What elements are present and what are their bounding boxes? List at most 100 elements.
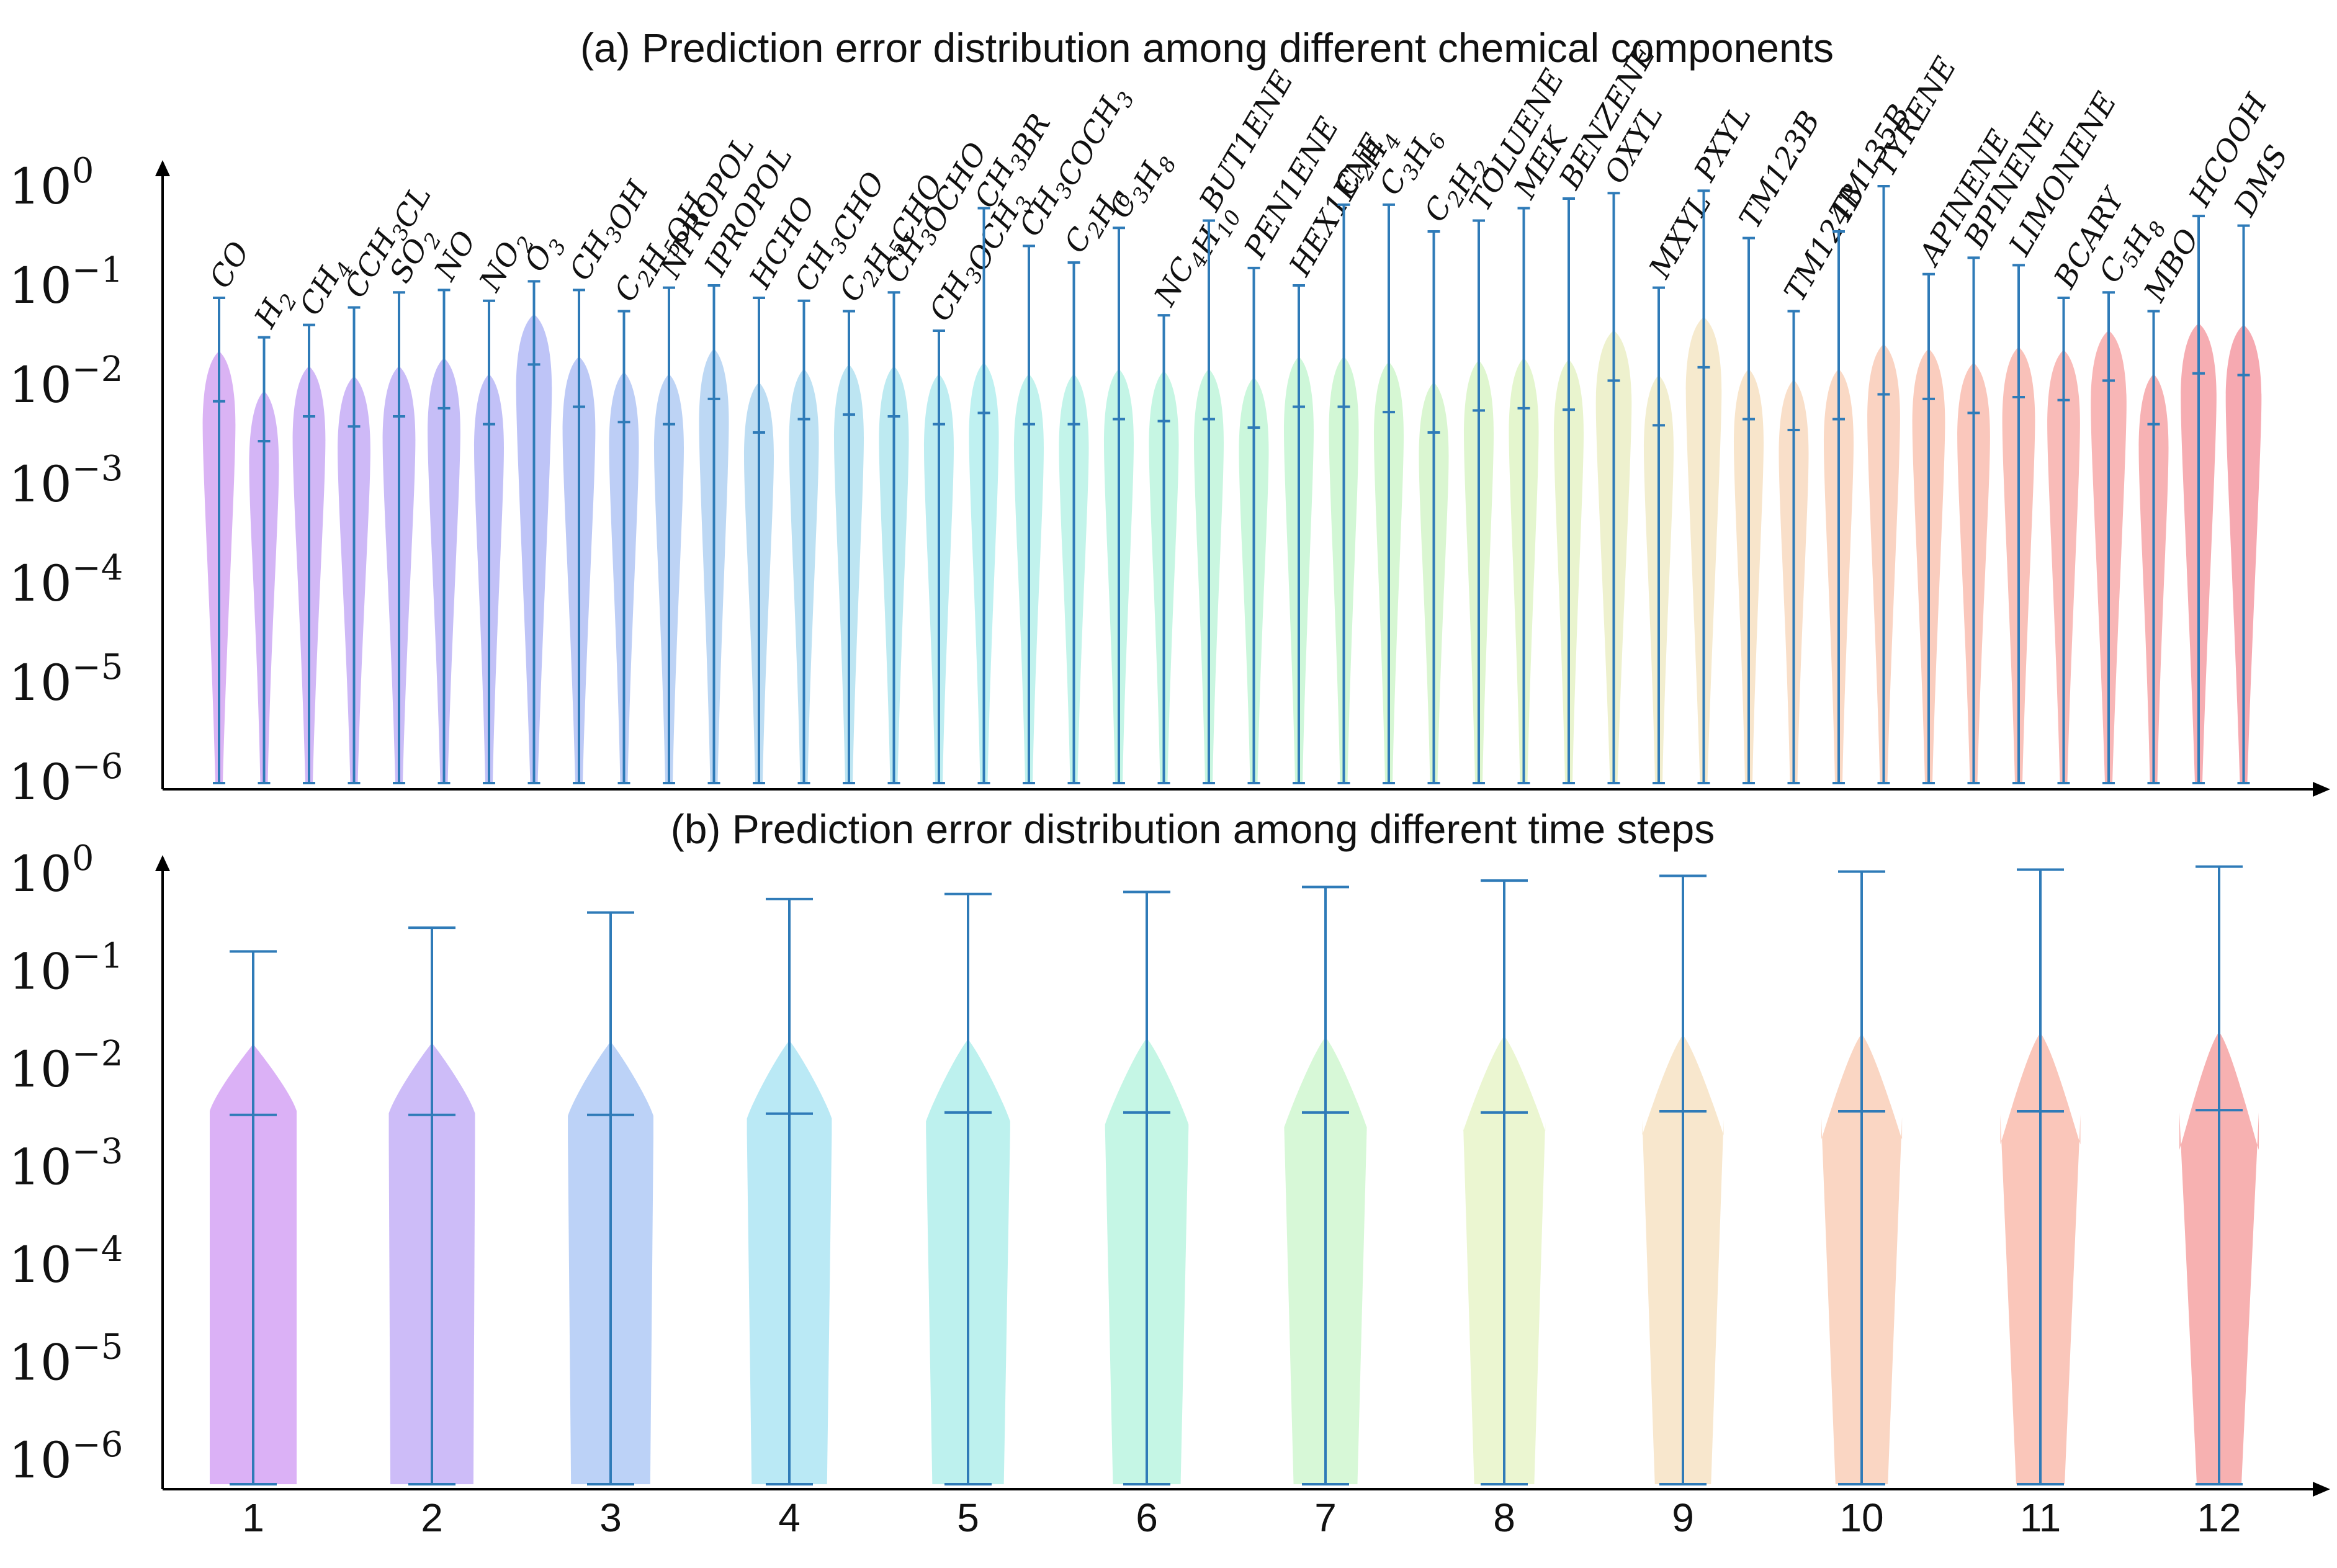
violin <box>1957 256 1990 784</box>
chart-a-ytick-label: 10−1 <box>9 250 123 315</box>
violin <box>789 299 819 784</box>
violin <box>1779 310 1809 784</box>
violin <box>1194 219 1224 784</box>
violin <box>2181 215 2217 784</box>
violin <box>382 291 416 784</box>
violin <box>1149 314 1179 784</box>
violin <box>926 892 1010 1485</box>
chart-b-ytick-label: 100 <box>9 838 94 903</box>
chart-a-title: (a) Prediction error distribution among … <box>580 25 1834 71</box>
timestep-label: 5 <box>957 1495 979 1540</box>
component-label-part: PXYL <box>1687 100 1758 187</box>
violin <box>1463 879 1546 1485</box>
chart-a-ytick-label: 10−6 <box>9 746 123 811</box>
chart-a-ytick-base: 10 <box>9 455 72 513</box>
chart-b-ytick-base: 10 <box>9 1139 72 1196</box>
violin <box>210 950 297 1485</box>
violin <box>338 306 370 784</box>
chart-a-ytick-exp: −1 <box>72 250 123 290</box>
chart-a-ytick-exp: 0 <box>72 151 94 191</box>
chart-b-ytick-base: 10 <box>9 1236 72 1294</box>
violin <box>1642 874 1724 1485</box>
chart-a-ytick-exp: −3 <box>72 449 123 489</box>
chart-a-ytick-label: 10−5 <box>9 647 123 712</box>
component-label-part: CO <box>203 236 257 294</box>
chart-a-ytick-base: 10 <box>9 753 72 811</box>
chart-b-ytick-label: 10−5 <box>9 1327 123 1392</box>
violin <box>2138 310 2169 784</box>
violin <box>834 310 864 784</box>
violin <box>1554 197 1584 784</box>
violin <box>1239 266 1269 784</box>
violin <box>1734 236 1764 784</box>
violin <box>1419 230 1449 784</box>
violin <box>1374 203 1404 784</box>
violin <box>1685 189 1722 784</box>
chart-b-ytick-label: 10−6 <box>9 1425 123 1489</box>
timestep-label: 3 <box>599 1495 622 1540</box>
chart-a-plot: 10010−110−210−310−410−510−6COH2CH4CCH3CL… <box>9 39 2330 811</box>
violin <box>654 286 684 784</box>
chart-b-ytick-label: 10−1 <box>9 936 123 1001</box>
violin <box>2091 291 2127 784</box>
timestep-label: 9 <box>1672 1495 1694 1540</box>
chart-a-ytick-label: 10−4 <box>9 548 123 612</box>
violin <box>1284 284 1314 784</box>
chart-b-ytick-exp: −1 <box>72 936 123 977</box>
chart-b-ytick-base: 10 <box>9 1041 72 1098</box>
timestep-label: 11 <box>2020 1495 2061 1540</box>
component-label-part: CHO <box>825 166 892 247</box>
violin <box>1595 192 1632 784</box>
component-label: CO <box>203 236 257 294</box>
violin <box>1912 272 1945 784</box>
violin <box>1464 219 1494 784</box>
chart-a-ytick-label: 10−2 <box>9 349 123 414</box>
violin <box>1821 870 1903 1485</box>
chart-a-ytick-exp: −6 <box>72 746 123 787</box>
chart-a-ytick-base: 10 <box>9 654 72 712</box>
chart-a-y-axis-arrow <box>155 160 170 176</box>
violin <box>292 323 326 784</box>
violin <box>2225 224 2262 784</box>
component-label: PXYL <box>1687 100 1758 187</box>
timestep-label: 6 <box>1136 1495 1158 1540</box>
component-label: MXYL <box>1642 187 1718 284</box>
violin <box>924 329 954 784</box>
violin <box>2179 865 2259 1485</box>
chart-a-x-axis-arrow <box>2313 782 2330 797</box>
violin <box>474 299 504 784</box>
timestep-label: 8 <box>1493 1495 1515 1540</box>
chart-b-y-axis-arrow <box>155 855 170 871</box>
violin <box>609 310 639 784</box>
chart-a-ytick-exp: −2 <box>72 349 123 390</box>
timestep-label: 4 <box>778 1495 801 1540</box>
violin <box>249 336 279 784</box>
chart-b-ytick-base: 10 <box>9 845 72 903</box>
violin <box>1014 244 1044 784</box>
component-label-part: COCH <box>1050 91 1128 192</box>
violin <box>747 897 832 1485</box>
chart-b-ytick-label: 10−3 <box>9 1132 123 1196</box>
chart-b-ytick-label: 10−4 <box>9 1229 123 1294</box>
violin <box>568 911 653 1485</box>
violin <box>969 207 999 784</box>
chart-b-ytick-base: 10 <box>9 1334 72 1392</box>
component-label-part: MXYL <box>1642 187 1718 284</box>
violin <box>1509 207 1539 784</box>
chart-b-x-axis-arrow <box>2313 1482 2330 1497</box>
violin <box>699 284 729 784</box>
violin <box>1867 185 1900 784</box>
component-label: O3 <box>518 228 572 280</box>
violin <box>1284 885 1367 1485</box>
violin <box>2002 264 2035 784</box>
violin <box>1104 226 1134 784</box>
chart-a-ytick-base: 10 <box>9 158 72 215</box>
timestep-label: 1 <box>242 1495 264 1540</box>
chart-b-ytick-base: 10 <box>9 1431 72 1489</box>
violin <box>2000 868 2081 1485</box>
chart-a-ytick-exp: −4 <box>72 548 123 588</box>
timestep-label: 2 <box>421 1495 443 1540</box>
timestep-label: 10 <box>1839 1495 1883 1540</box>
